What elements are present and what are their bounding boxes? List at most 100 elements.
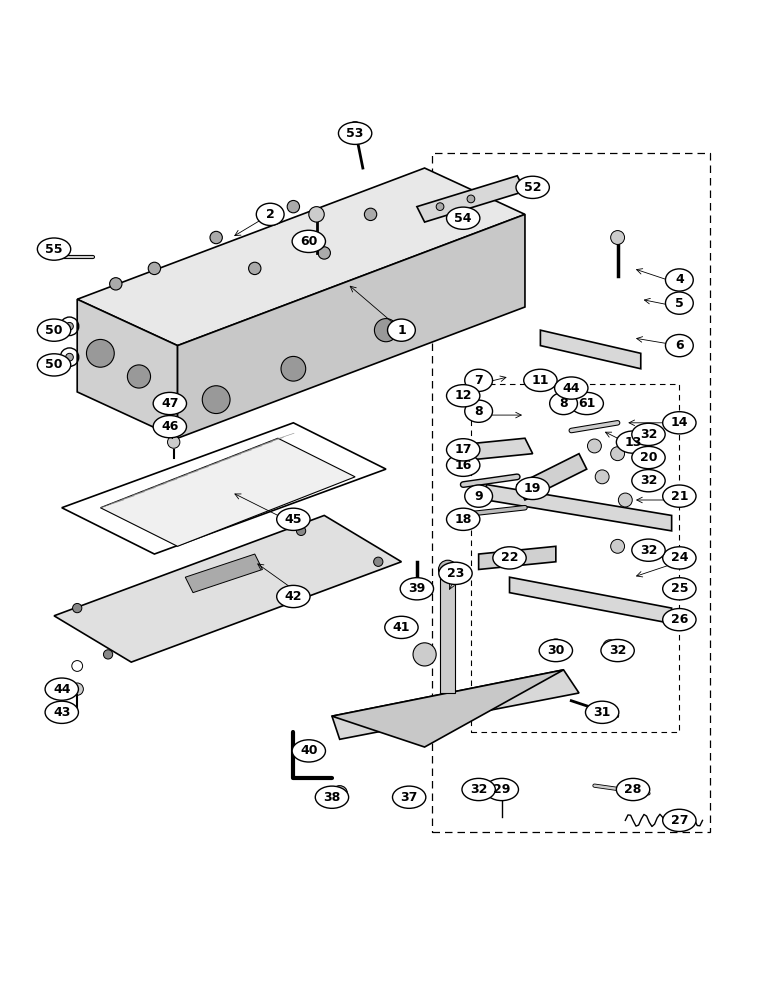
Text: 50: 50: [46, 324, 63, 337]
Circle shape: [287, 200, 300, 213]
Text: 18: 18: [455, 513, 472, 526]
Circle shape: [611, 231, 625, 244]
Ellipse shape: [392, 786, 426, 808]
Circle shape: [249, 262, 261, 275]
Circle shape: [309, 207, 324, 222]
Circle shape: [364, 208, 377, 221]
Text: 16: 16: [455, 459, 472, 472]
Circle shape: [318, 247, 330, 259]
Text: 22: 22: [501, 551, 518, 564]
Text: 14: 14: [671, 416, 688, 429]
Ellipse shape: [153, 392, 187, 415]
Ellipse shape: [37, 354, 71, 376]
Ellipse shape: [446, 508, 480, 530]
Ellipse shape: [662, 547, 696, 569]
Text: 24: 24: [671, 551, 688, 564]
Polygon shape: [332, 670, 564, 747]
Text: 5: 5: [675, 297, 684, 310]
Circle shape: [127, 365, 151, 388]
Ellipse shape: [493, 547, 527, 569]
Text: 53: 53: [347, 127, 364, 140]
Text: 40: 40: [300, 744, 317, 757]
Text: 20: 20: [640, 451, 657, 464]
Text: 32: 32: [640, 474, 657, 487]
Ellipse shape: [400, 578, 434, 600]
Circle shape: [71, 683, 83, 695]
Circle shape: [603, 640, 617, 654]
Circle shape: [403, 791, 415, 803]
Text: 52: 52: [524, 181, 541, 194]
Ellipse shape: [631, 539, 665, 561]
Ellipse shape: [539, 639, 573, 662]
Ellipse shape: [616, 778, 650, 801]
Ellipse shape: [45, 678, 79, 700]
Circle shape: [611, 447, 625, 461]
Circle shape: [168, 436, 180, 448]
Ellipse shape: [276, 508, 310, 530]
Circle shape: [374, 557, 383, 566]
Ellipse shape: [465, 369, 493, 391]
Text: 31: 31: [594, 706, 611, 719]
Polygon shape: [448, 438, 533, 461]
Text: 28: 28: [625, 783, 642, 796]
Text: 27: 27: [671, 814, 688, 827]
Circle shape: [296, 526, 306, 536]
Circle shape: [66, 353, 73, 361]
Polygon shape: [417, 176, 525, 222]
Text: 46: 46: [161, 420, 178, 433]
Text: 23: 23: [447, 567, 464, 580]
Text: 50: 50: [46, 358, 63, 371]
Ellipse shape: [292, 740, 326, 762]
Ellipse shape: [523, 369, 557, 391]
Ellipse shape: [665, 269, 693, 291]
Text: 1: 1: [397, 324, 406, 337]
Circle shape: [86, 339, 114, 367]
Ellipse shape: [37, 319, 71, 341]
Circle shape: [73, 603, 82, 613]
Circle shape: [495, 786, 509, 800]
Circle shape: [438, 560, 457, 579]
Ellipse shape: [276, 585, 310, 608]
Ellipse shape: [446, 385, 480, 407]
Ellipse shape: [446, 454, 480, 476]
Circle shape: [467, 195, 475, 203]
Ellipse shape: [665, 334, 693, 357]
Ellipse shape: [45, 701, 79, 723]
Circle shape: [281, 356, 306, 381]
Circle shape: [618, 493, 632, 507]
Circle shape: [66, 322, 73, 330]
Ellipse shape: [570, 392, 604, 415]
Text: 6: 6: [675, 339, 684, 352]
Ellipse shape: [256, 203, 284, 225]
Ellipse shape: [554, 377, 588, 399]
Ellipse shape: [631, 446, 665, 469]
Text: 54: 54: [455, 212, 472, 225]
Ellipse shape: [465, 400, 493, 422]
Bar: [440, 569, 455, 693]
Text: 26: 26: [671, 613, 688, 626]
Circle shape: [436, 203, 444, 211]
Text: 41: 41: [393, 621, 410, 634]
Ellipse shape: [662, 412, 696, 434]
Ellipse shape: [292, 230, 326, 252]
Text: 4: 4: [675, 273, 684, 286]
Text: 44: 44: [563, 382, 580, 395]
Circle shape: [210, 231, 222, 244]
Ellipse shape: [338, 122, 372, 144]
Ellipse shape: [315, 786, 349, 808]
Text: 38: 38: [323, 791, 340, 804]
Ellipse shape: [631, 470, 665, 492]
Polygon shape: [510, 577, 672, 624]
Circle shape: [110, 278, 122, 290]
Text: 39: 39: [408, 582, 425, 595]
Text: 47: 47: [161, 397, 178, 410]
Ellipse shape: [601, 639, 635, 662]
Ellipse shape: [485, 778, 519, 801]
Circle shape: [332, 786, 347, 801]
Text: 21: 21: [671, 490, 688, 503]
Polygon shape: [100, 438, 355, 546]
Text: 8: 8: [474, 405, 483, 418]
Ellipse shape: [438, 562, 472, 584]
Text: 45: 45: [285, 513, 302, 526]
Text: 12: 12: [455, 389, 472, 402]
